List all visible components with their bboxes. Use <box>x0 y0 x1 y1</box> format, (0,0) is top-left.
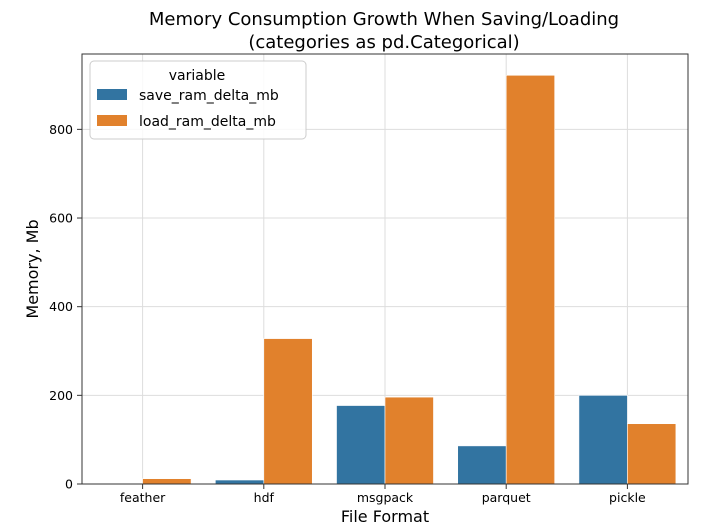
x-ticks: feather hdf msgpack parquet pickle <box>120 484 646 505</box>
y-tick-label-400: 400 <box>49 299 73 314</box>
chart-subtitle: (categories as pd.Categorical) <box>248 32 519 53</box>
bar-load_ram_delta_mb-hdf <box>263 338 313 485</box>
legend-swatch-save <box>97 89 127 100</box>
y-tick-label-800: 800 <box>49 122 73 137</box>
bar-save_ram_delta_mb-pickle <box>578 395 628 485</box>
bar-save_ram_delta_mb-parquet <box>457 445 507 485</box>
bar-load_ram_delta_mb-parquet <box>505 74 555 485</box>
y-ticks: 0 200 400 600 800 <box>49 122 82 492</box>
bar-load_ram_delta_mb-pickle <box>627 423 677 485</box>
bar-save_ram_delta_mb-msgpack <box>336 405 386 485</box>
legend-label-load: load_ram_delta_mb <box>139 114 276 130</box>
x-tick-label-feather: feather <box>120 490 166 505</box>
bar-load_ram_delta_mb-feather <box>142 478 192 485</box>
y-tick-label-200: 200 <box>49 388 73 403</box>
legend-label-save: save_ram_delta_mb <box>139 88 279 104</box>
y-tick-label-0: 0 <box>65 477 73 492</box>
x-tick-label-parquet: parquet <box>482 490 531 505</box>
legend-box <box>89 60 307 140</box>
bar-save_ram_delta_mb-hdf <box>215 479 265 485</box>
x-tick-label-pickle: pickle <box>609 490 646 505</box>
y-tick-label-600: 600 <box>49 211 73 226</box>
bar-load_ram_delta_mb-msgpack <box>384 396 434 485</box>
x-axis-label: File Format <box>341 507 429 526</box>
legend: variable save_ram_delta_mb load_ram_delt… <box>89 60 307 140</box>
legend-swatch-load <box>97 115 127 126</box>
legend-title: variable <box>169 68 225 84</box>
y-axis-label: Memory, Mb <box>23 219 42 318</box>
x-tick-label-hdf: hdf <box>254 490 275 505</box>
x-tick-label-msgpack: msgpack <box>357 490 414 505</box>
chart-title: Memory Consumption Growth When Saving/Lo… <box>149 9 619 30</box>
bars <box>142 74 677 485</box>
